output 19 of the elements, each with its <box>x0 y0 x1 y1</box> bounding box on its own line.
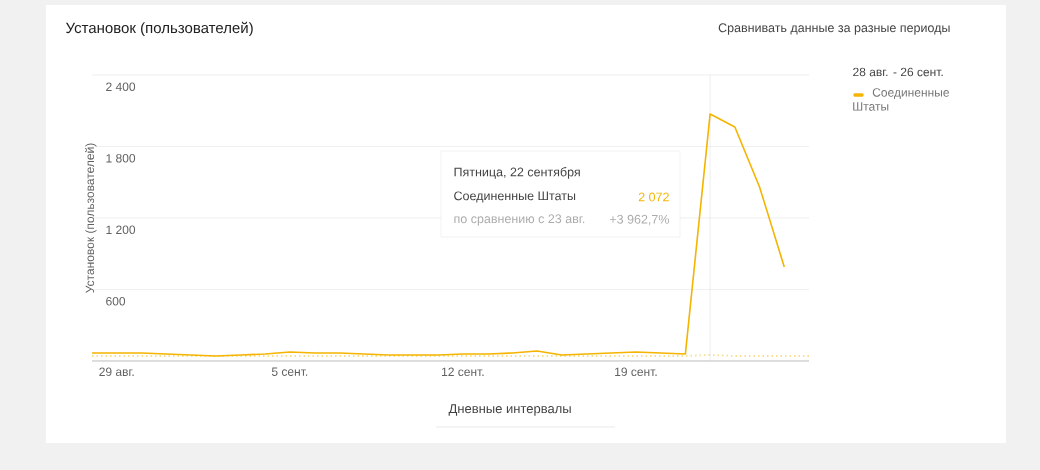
legend-title: 28 авг. - 26 сент. <box>853 67 943 77</box>
x-tick-label: 5 сент. <box>271 367 308 376</box>
text: Дневные интервалы <box>448 404 571 416</box>
annotation: +3 962,7% <box>609 214 670 226</box>
legend-label: Соединенные Штаты <box>853 88 949 111</box>
chart-title: Установок (пользователей) <box>65 21 253 37</box>
y-axis-title: Установок (пользователей) <box>85 143 97 293</box>
annotation: Пятница, 22 сентября <box>454 167 580 179</box>
x-tick-label: 19 сент. <box>615 367 657 377</box>
y-tick-label: 600 <box>106 297 126 306</box>
y-tick-label: 2 400 <box>106 82 136 92</box>
annotation: 2 072 <box>638 192 669 202</box>
x-tick-label: 12 сент. <box>442 367 484 377</box>
y-tick-label: 1 800 <box>106 154 136 163</box>
x-tick-label: 29 авг. <box>99 367 134 377</box>
annotation: Соединенные Штаты <box>454 191 576 203</box>
text: Сравнивать данные за разные периоды <box>718 23 950 35</box>
annotation: по сравнению с 23 авг. <box>454 214 585 226</box>
y-tick-label: 1 200 <box>106 225 136 235</box>
